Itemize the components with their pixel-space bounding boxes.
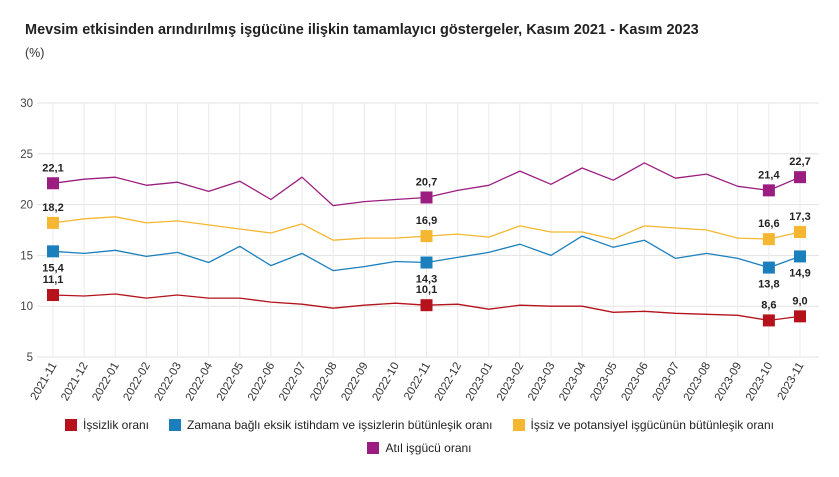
x-tick-label: 2021-12 [59, 361, 91, 404]
data-label: 21,4 [758, 169, 780, 181]
data-point-marker [794, 171, 806, 184]
x-tick-label: 2023-06 [619, 361, 651, 404]
data-label: 13,8 [758, 279, 779, 291]
x-tick-label: 2022-06 [246, 361, 278, 404]
legend-row-2: Atıl işgücü oranı [0, 441, 839, 455]
legend-swatch-underutilisation [367, 442, 380, 454]
x-tick-label: 2022-09 [339, 361, 371, 404]
data-point-marker [420, 230, 433, 243]
legend: İşsizlik oranı Zamana bağlı eksik istihd… [0, 418, 839, 464]
x-tick-label: 2023-02 [495, 361, 527, 404]
data-point-marker [420, 299, 433, 312]
x-tick-label: 2022-07 [277, 361, 309, 404]
x-tick-label: 2022-05 [215, 361, 247, 404]
data-label: 15,4 [42, 262, 64, 274]
x-tick-label: 2022-03 [153, 361, 185, 404]
unit-label: (%) [25, 46, 45, 60]
y-tick-label: 25 [20, 149, 33, 161]
y-tick-label: 20 [20, 200, 33, 212]
chart-title: Mevsim etkisinden arındırılmış işgücüne … [25, 22, 699, 38]
legend-swatch-unemployment [65, 419, 77, 431]
legend-label-potential: İşsiz ve potansiyel işgücünün bütünleşik… [530, 418, 774, 432]
x-tick-label: 2022-02 [121, 361, 153, 404]
x-tick-label: 2023-01 [464, 361, 496, 404]
legend-item-underutilisation[interactable]: Atıl işgücü oranı [367, 441, 472, 455]
x-tick-label: 2022-10 [370, 361, 402, 404]
x-tick-label: 2022-12 [433, 361, 465, 404]
data-label: 20,7 [416, 176, 437, 188]
data-label: 22,7 [789, 156, 810, 168]
data-label: 18,2 [42, 202, 63, 214]
x-tick-label: 2023-10 [744, 361, 776, 404]
x-tick-label: 2021-11 [29, 361, 60, 403]
x-tick-label: 2023-07 [651, 361, 683, 404]
y-tick-label: 5 [27, 352, 33, 364]
x-tick-label: 2023-09 [713, 361, 745, 404]
x-tick-label: 2022-08 [308, 361, 340, 404]
data-label: 11,1 [43, 274, 64, 286]
x-tick-label: 2023-05 [588, 361, 620, 404]
legend-row-1: İşsizlik oranı Zamana bağlı eksik istihd… [0, 418, 839, 432]
data-label: 14,9 [789, 267, 810, 279]
data-point-marker [794, 250, 806, 263]
data-point-marker [47, 177, 59, 190]
x-tick-label: 2023-11 [776, 361, 807, 403]
data-point-marker [47, 216, 59, 229]
data-point-marker [794, 226, 806, 239]
data-point-marker [762, 314, 775, 327]
y-tick-label: 15 [20, 250, 33, 262]
data-label: 8,6 [761, 299, 776, 311]
x-tick-label: 2022-11 [402, 361, 433, 403]
data-point-marker [420, 256, 433, 269]
data-label: 16,9 [416, 215, 437, 227]
data-label: 17,3 [789, 211, 810, 223]
data-label: 14,3 [416, 274, 437, 286]
legend-swatch-time-related [169, 419, 182, 431]
y-tick-label: 10 [20, 301, 33, 313]
data-label: 22,1 [42, 162, 63, 174]
data-point-marker [762, 233, 775, 246]
legend-label-underutilisation: Atıl işgücü oranı [385, 441, 472, 455]
x-tick-label: 2023-04 [557, 360, 589, 403]
data-point-marker [762, 184, 775, 197]
legend-item-time-related[interactable]: Zamana bağlı eksik istihdam ve işsizleri… [169, 418, 493, 432]
legend-item-unemployment[interactable]: İşsizlik oranı [65, 418, 149, 432]
x-tick-label: 2022-01 [90, 361, 122, 404]
data-label: 9,0 [792, 295, 807, 307]
data-point-marker [47, 289, 59, 302]
y-tick-label: 30 [20, 98, 33, 110]
data-point-marker [420, 191, 433, 204]
data-point-marker [794, 310, 806, 323]
data-point-marker [762, 261, 775, 274]
legend-item-potential[interactable]: İşsiz ve potansiyel işgücünün bütünleşik… [512, 418, 774, 432]
data-label: 16,6 [758, 218, 779, 230]
x-tick-label: 2023-03 [526, 361, 558, 404]
data-label: 10,1 [416, 284, 437, 296]
legend-swatch-potential [512, 419, 525, 431]
legend-label-time-related: Zamana bağlı eksik istihdam ve işsizleri… [187, 418, 493, 432]
x-tick-label: 2023-08 [682, 361, 714, 404]
data-point-marker [47, 245, 59, 258]
legend-label-unemployment: İşsizlik oranı [83, 418, 150, 432]
x-tick-label: 2022-04 [184, 360, 216, 403]
